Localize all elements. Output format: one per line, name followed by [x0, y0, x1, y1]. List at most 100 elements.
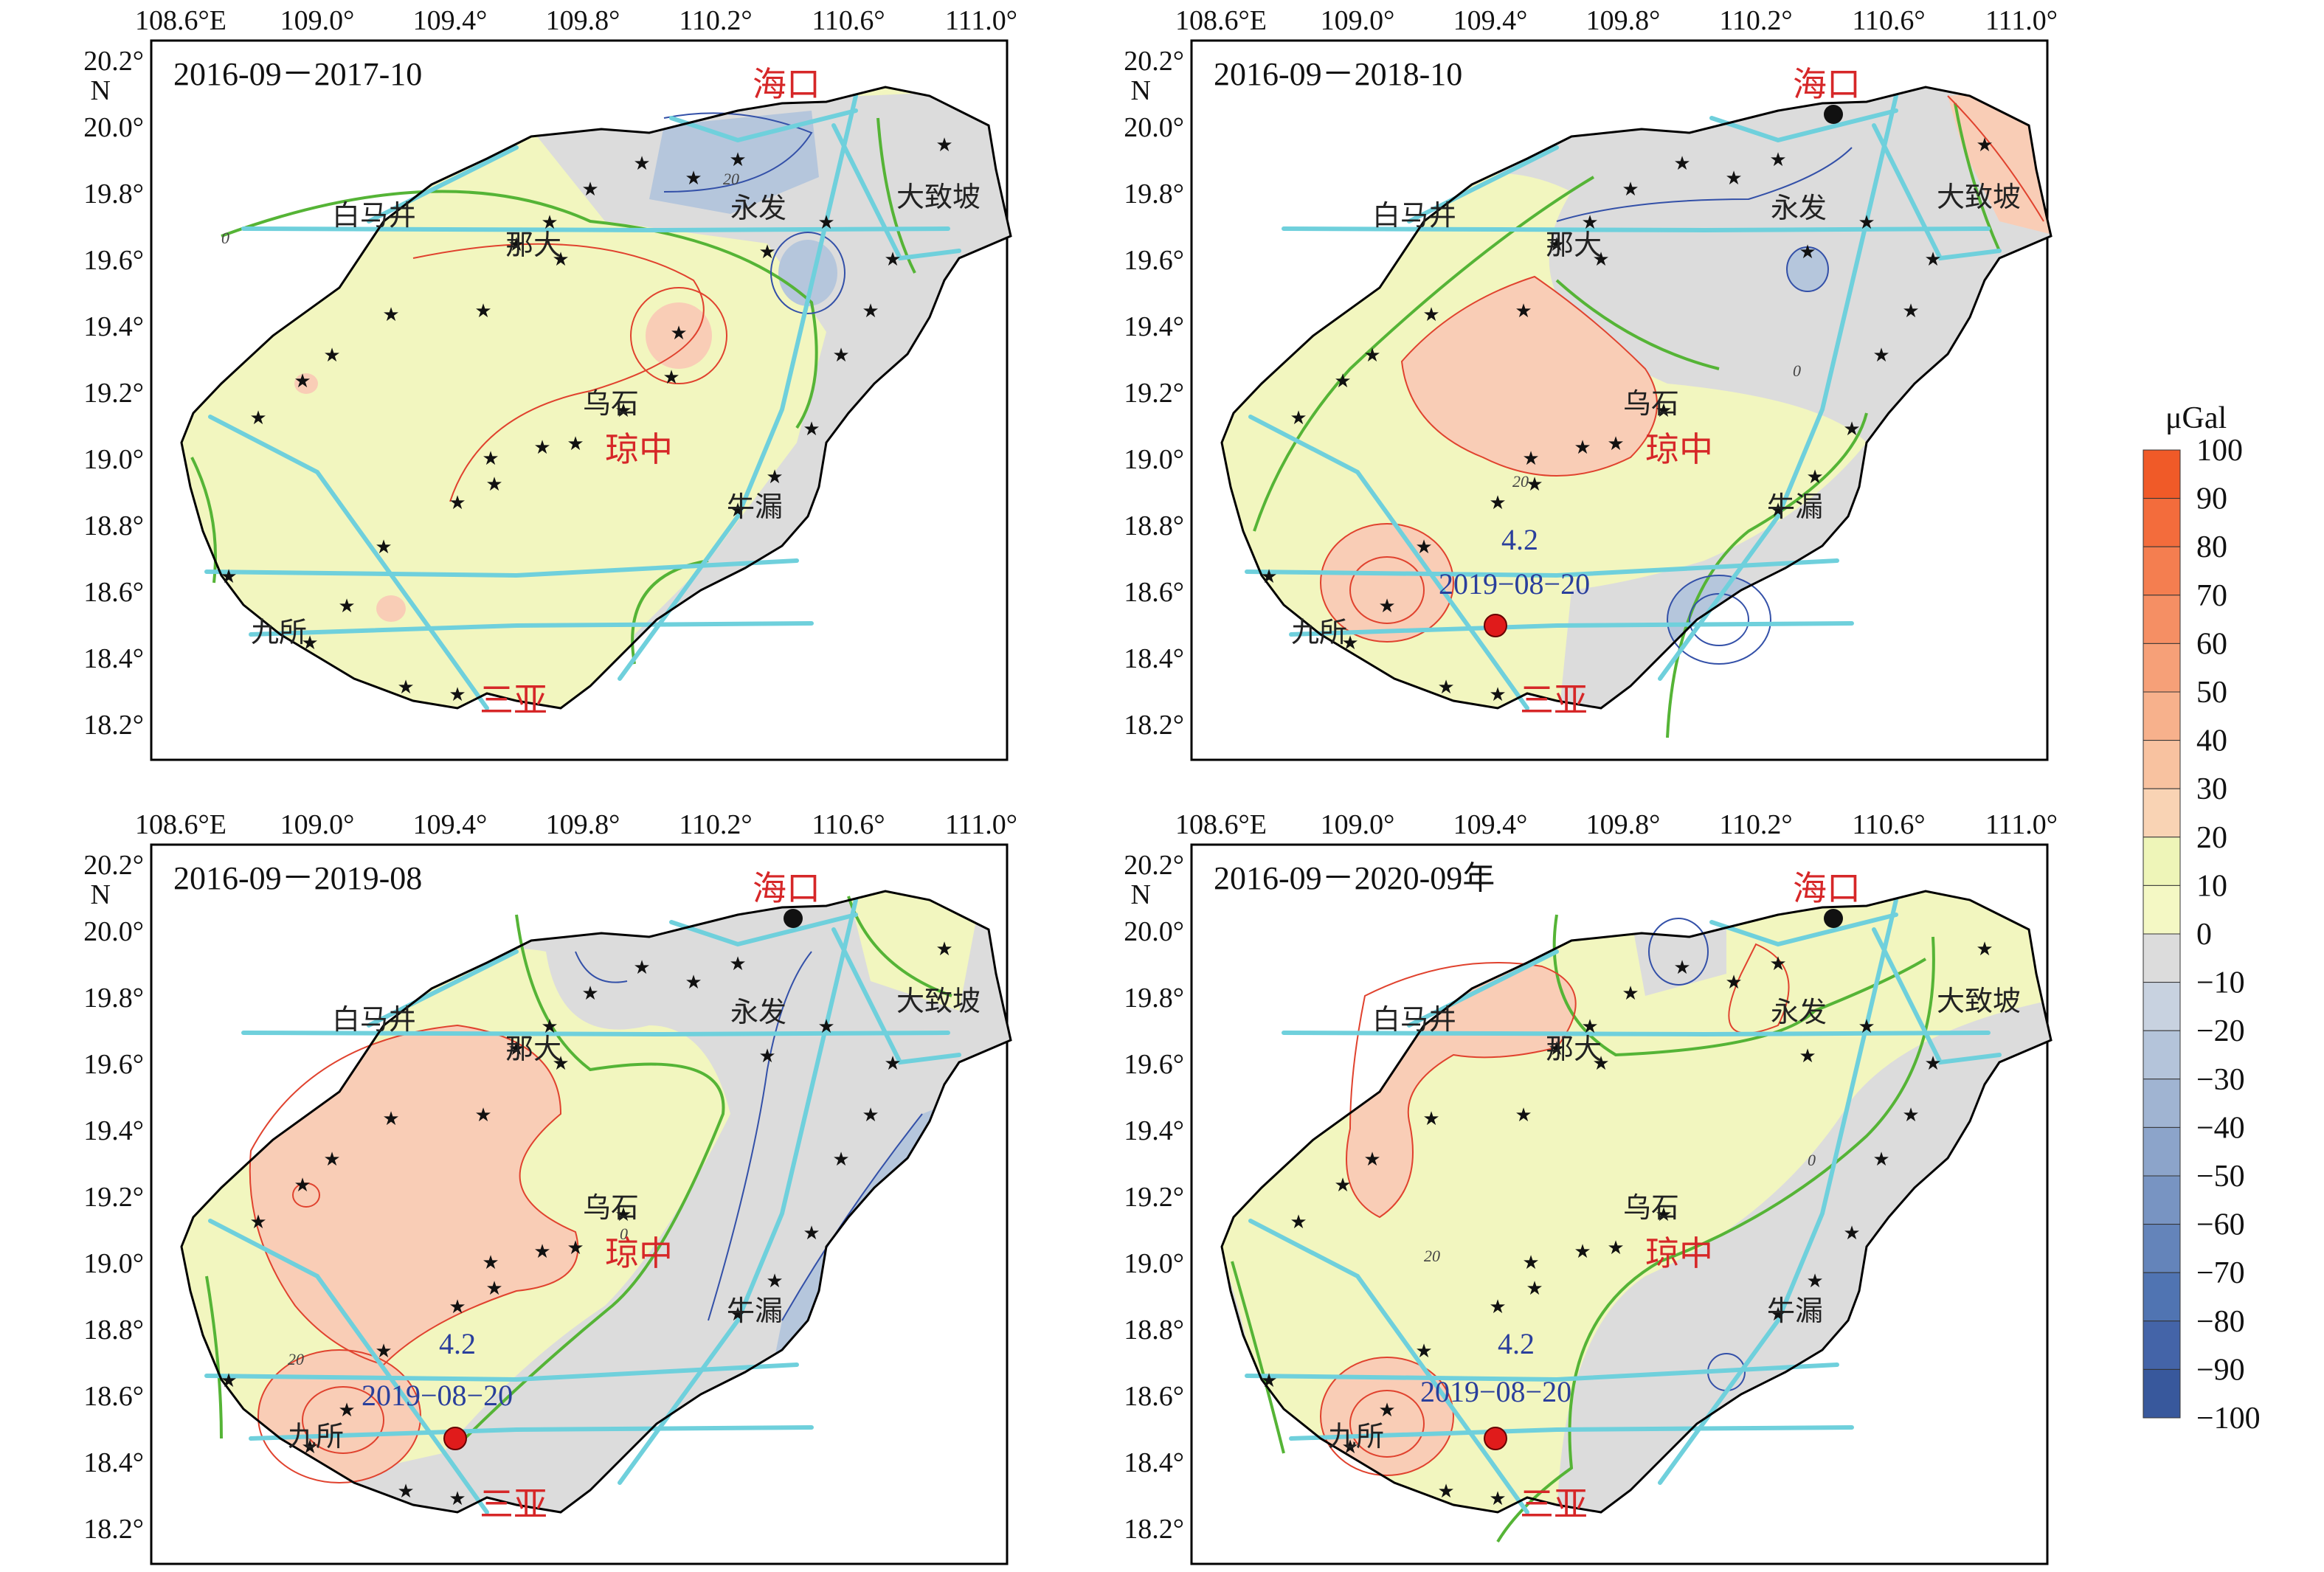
svg-text:★: ★ [1548, 1038, 1565, 1059]
svg-text:★: ★ [1489, 1488, 1506, 1509]
quake-date: 2019−08−20 [362, 1379, 513, 1412]
y-tick-label: 19.0° [83, 1248, 144, 1279]
svg-text:★: ★ [758, 241, 775, 263]
legend-swatches [2143, 449, 2181, 1419]
x-tick-label: 111.0° [1985, 809, 2058, 840]
svg-text:★: ★ [1489, 684, 1506, 705]
legend-swatch [2143, 884, 2181, 935]
place-niulou: 牛漏 [727, 1296, 783, 1327]
panel-title: 2016-09－2020-09年 [1214, 860, 1495, 896]
svg-text:★: ★ [729, 953, 746, 974]
svg-text:★: ★ [766, 466, 783, 488]
svg-text:★: ★ [1622, 983, 1639, 1004]
x-tick-label: 109.8° [546, 809, 620, 840]
place-baishamen: 白马井 [1372, 201, 1456, 232]
panel-title: 2016-09－2017-10 [173, 56, 422, 92]
y-tick-label: 18.4° [1124, 643, 1184, 674]
panel-3: 108.6°E 109.0° 109.4° 109.8° 110.2° 110.… [83, 809, 1017, 1565]
svg-text:★: ★ [1843, 1222, 1860, 1244]
positive-region [1402, 277, 1657, 476]
fault-lines [204, 898, 961, 1514]
svg-text:★: ★ [1522, 448, 1539, 469]
x-tick-label: 109.8° [546, 5, 620, 36]
y-tick-label: 19.2° [1124, 1182, 1184, 1213]
svg-text:★: ★ [1415, 536, 1432, 558]
svg-text:★: ★ [1924, 1053, 1941, 1074]
legend-level-label: −10 [2196, 966, 2245, 1000]
svg-text:★: ★ [220, 1370, 237, 1391]
place-sanya: 三亚 [1520, 1486, 1588, 1523]
svg-text:★: ★ [766, 1270, 783, 1292]
place-jiusuo: 九所 [1291, 617, 1347, 648]
svg-text:★: ★ [1902, 300, 1919, 322]
svg-text:20: 20 [723, 170, 739, 188]
y-tick-label: 18.2° [83, 1514, 144, 1545]
legend-level-label: −70 [2196, 1256, 2245, 1290]
place-dazhipo: 大致坡 [896, 986, 981, 1017]
svg-text:★: ★ [1334, 370, 1351, 392]
svg-text:★: ★ [884, 249, 901, 270]
svg-text:★: ★ [758, 1045, 775, 1067]
x-tick-label: 109.8° [1586, 809, 1661, 840]
quake-magnitude: 4.2 [439, 1327, 476, 1360]
y-tick-label: 18.2° [1124, 710, 1184, 741]
place-wushi: 乌石 [1623, 389, 1679, 420]
legend-swatch [2143, 1126, 2181, 1177]
svg-text:★: ★ [1290, 1211, 1307, 1233]
legend-swatch [2143, 837, 2181, 886]
fault-lines [204, 94, 961, 710]
legend-swatch [2143, 1175, 2181, 1225]
svg-text:★: ★ [1437, 676, 1454, 698]
svg-text:★: ★ [249, 407, 266, 429]
x-tick-label: 109.0° [1321, 809, 1395, 840]
y-tick-label: 20.0° [1124, 112, 1184, 143]
svg-text:★: ★ [1622, 179, 1639, 200]
y-tick-label: 19.6° [1124, 1049, 1184, 1080]
legend-level-label: 100 [2196, 434, 2243, 468]
place-qiongzhong: 琼中 [1645, 431, 1713, 468]
y-tick-label: 19.6° [83, 1049, 144, 1080]
svg-text:★: ★ [338, 595, 355, 617]
svg-text:★: ★ [249, 1211, 266, 1233]
legend-level-label: 10 [2196, 869, 2227, 903]
svg-text:★: ★ [1872, 344, 1889, 366]
x-tick-label: 109.4° [413, 809, 488, 840]
y-tick-label: 19.2° [1124, 378, 1184, 409]
svg-text:★: ★ [397, 676, 414, 698]
contours: 20 0 [205, 896, 952, 1483]
place-wushi: 乌石 [583, 389, 639, 420]
svg-text:★: ★ [1363, 344, 1380, 366]
x-tick-label: 110.6° [1852, 5, 1925, 36]
svg-text:★: ★ [1607, 433, 1624, 454]
y-tick-label: 20.2° [1124, 46, 1184, 77]
x-tick-label: 110.6° [812, 5, 885, 36]
svg-text:★: ★ [301, 1436, 318, 1458]
place-qiongzhong: 琼中 [605, 431, 673, 468]
y-tick-label: 18.8° [1124, 510, 1184, 541]
svg-text:★: ★ [541, 1016, 558, 1037]
svg-text:★: ★ [508, 1038, 525, 1059]
axis-ticks: 108.6°E 109.0° 109.4° 109.8° 110.2° 110.… [1124, 5, 2058, 741]
x-tick-label: 108.6°E [1175, 5, 1267, 36]
svg-text:★: ★ [1378, 1399, 1395, 1421]
y-tick-label: 19.8° [1124, 179, 1184, 210]
svg-text:★: ★ [1515, 300, 1532, 322]
positive-region [294, 373, 318, 394]
svg-text:★: ★ [1526, 1278, 1543, 1299]
legend-swatch [2143, 691, 2181, 741]
legend-level-label: 80 [2196, 530, 2227, 564]
station-stars: ★★★ ★★★ ★★★ ★ ★★ ★★★ ★★★ ★ ★★ ★★★ ★★★ ★★★ … [1260, 134, 1993, 705]
svg-text:★: ★ [615, 1204, 632, 1225]
legend-swatch [2143, 933, 2181, 983]
y-tick-label: 19.4° [1124, 311, 1184, 342]
svg-text:★: ★ [1290, 407, 1307, 429]
quake-magnitude: 4.2 [1501, 523, 1538, 556]
legend-swatch [2143, 643, 2181, 693]
svg-text:★: ★ [474, 1104, 491, 1126]
place-baishamen: 白马井 [332, 1005, 416, 1036]
svg-text:★: ★ [552, 249, 569, 270]
svg-text:★: ★ [884, 1053, 901, 1074]
svg-text:★: ★ [294, 1174, 311, 1196]
svg-text:★: ★ [803, 1222, 820, 1244]
svg-text:★: ★ [1592, 1053, 1609, 1074]
